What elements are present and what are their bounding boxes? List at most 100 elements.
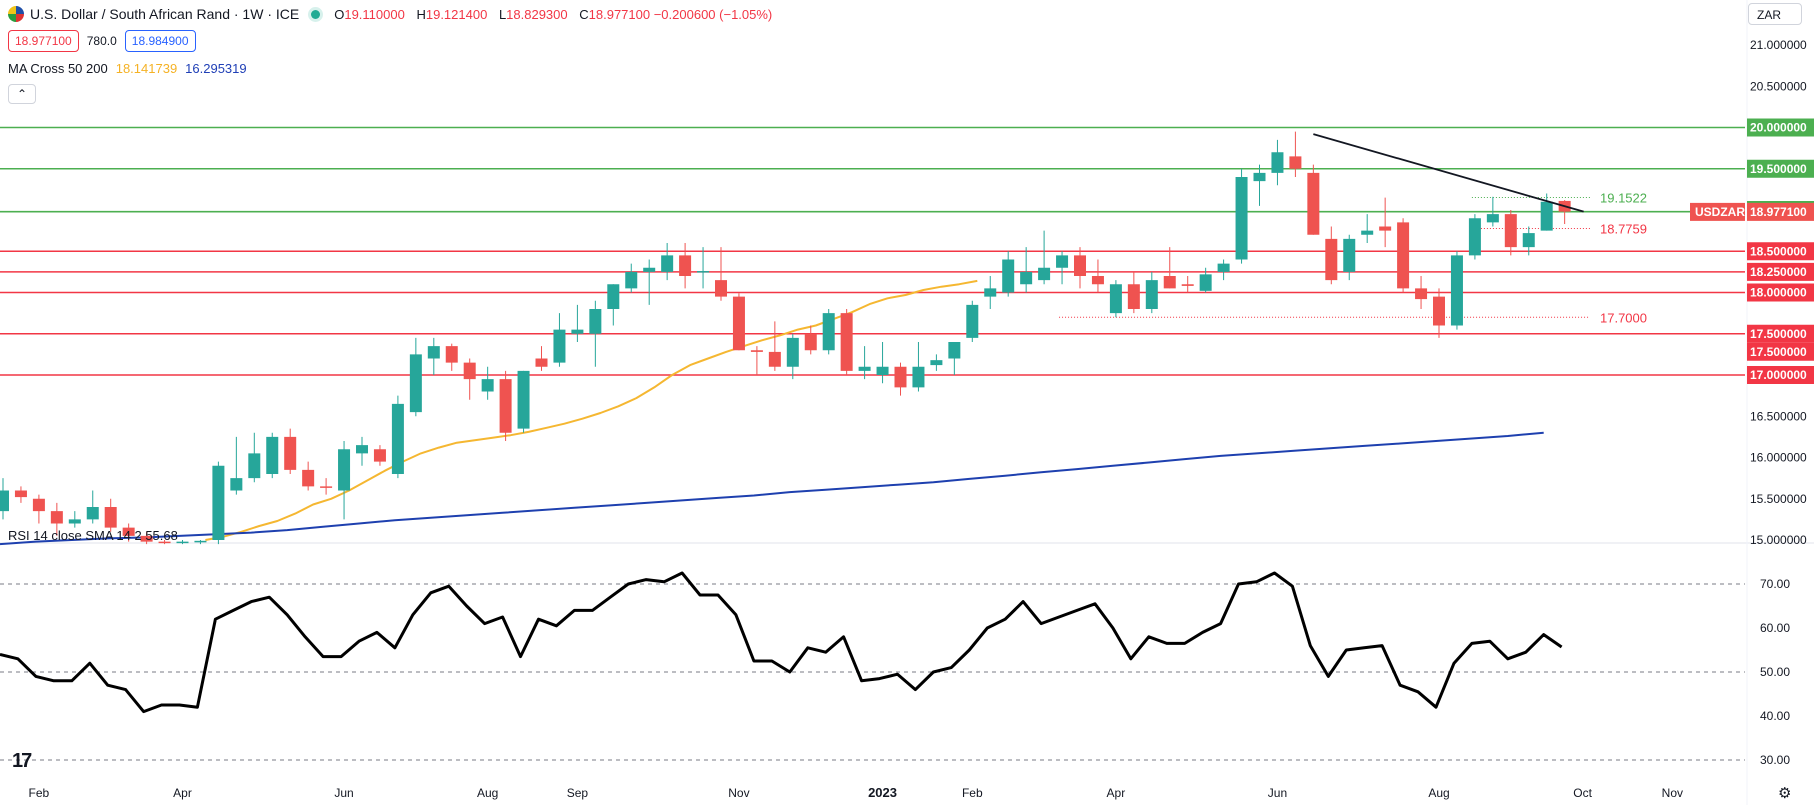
trendline[interactable] — [1313, 133, 1584, 213]
candle[interactable] — [732, 296, 745, 351]
candle[interactable] — [517, 370, 530, 429]
candle[interactable] — [391, 403, 404, 474]
candle[interactable] — [320, 486, 333, 488]
candle[interactable] — [463, 362, 476, 380]
candle[interactable] — [1235, 177, 1248, 260]
candle[interactable] — [1504, 214, 1517, 248]
candle[interactable] — [1199, 274, 1212, 291]
candle[interactable] — [158, 541, 171, 544]
candle[interactable] — [697, 271, 710, 273]
sell-button[interactable]: 18.977100 — [8, 30, 79, 52]
candle[interactable] — [266, 436, 279, 474]
candle[interactable] — [1307, 172, 1320, 235]
candle[interactable] — [212, 465, 225, 540]
ma-legend[interactable]: MA Cross 50 200 18.141739 16.295319 — [8, 61, 247, 76]
candle[interactable] — [822, 313, 835, 351]
tradingview-logo-icon[interactable]: 17 — [12, 750, 32, 772]
candle[interactable] — [1379, 226, 1392, 231]
candle[interactable] — [1002, 259, 1015, 293]
candle[interactable] — [786, 337, 799, 367]
candle[interactable] — [1181, 284, 1194, 286]
candle[interactable] — [1056, 255, 1069, 268]
candle[interactable] — [499, 379, 512, 433]
candle[interactable] — [481, 379, 494, 392]
candle[interactable] — [1127, 284, 1140, 309]
candle[interactable] — [1109, 284, 1122, 314]
candle[interactable] — [1325, 238, 1338, 281]
candle[interactable] — [1486, 214, 1499, 223]
candle[interactable] — [1074, 255, 1086, 276]
candle[interactable] — [302, 469, 315, 487]
candle[interactable] — [248, 453, 261, 479]
candle[interactable] — [1468, 218, 1481, 256]
candle[interactable] — [1253, 172, 1266, 182]
symbol-title[interactable]: U.S. Dollar / South African Rand · 1W · … — [30, 6, 300, 22]
candle[interactable] — [858, 366, 871, 371]
candle[interactable] — [625, 271, 638, 289]
buy-button[interactable]: 18.984900 — [124, 30, 196, 52]
candle[interactable] — [1020, 271, 1033, 285]
candle[interactable] — [607, 284, 620, 309]
candle[interactable] — [230, 478, 243, 491]
candle[interactable] — [750, 350, 763, 352]
candle[interactable] — [1091, 276, 1104, 285]
candle[interactable] — [894, 366, 907, 388]
candle[interactable] — [427, 346, 440, 359]
gear-icon[interactable]: ⚙ — [1778, 785, 1792, 802]
candle[interactable] — [553, 329, 566, 363]
candle[interactable] — [1450, 255, 1463, 326]
candle[interactable] — [1361, 230, 1374, 235]
candle[interactable] — [984, 288, 997, 297]
candle[interactable] — [661, 255, 674, 272]
candle[interactable] — [876, 366, 889, 375]
candle[interactable] — [14, 490, 27, 498]
candle[interactable] — [948, 342, 961, 359]
rsi-legend[interactable]: RSI 14 close SMA 14 2 55.68 — [8, 528, 178, 543]
candle[interactable] — [589, 309, 602, 334]
candle[interactable] — [32, 498, 45, 512]
candle[interactable] — [1271, 152, 1284, 173]
candle[interactable] — [930, 360, 943, 366]
candle[interactable] — [643, 267, 656, 272]
rsi-line[interactable] — [0, 571, 1563, 714]
candle[interactable] — [768, 351, 781, 367]
candle[interactable] — [1540, 201, 1553, 231]
candle[interactable] — [1038, 267, 1051, 281]
candle[interactable] — [176, 541, 189, 544]
candle[interactable] — [840, 313, 853, 371]
collapse-legend-button[interactable]: ⌃ — [8, 84, 36, 104]
candle[interactable] — [0, 490, 9, 512]
candle[interactable] — [140, 535, 153, 542]
candle[interactable] — [86, 507, 99, 520]
candle[interactable] — [68, 519, 81, 524]
candle[interactable] — [715, 280, 727, 297]
candle[interactable] — [284, 436, 297, 470]
candle[interactable] — [571, 329, 584, 334]
candle[interactable] — [535, 358, 548, 367]
candle[interactable] — [104, 507, 117, 528]
candle[interactable] — [1217, 263, 1230, 272]
candle[interactable] — [912, 366, 925, 388]
candle[interactable] — [1397, 222, 1410, 289]
candle[interactable] — [373, 449, 386, 462]
candle[interactable] — [679, 255, 692, 276]
ma200-line[interactable] — [0, 431, 1544, 546]
candle[interactable] — [122, 527, 135, 536]
candle[interactable] — [50, 511, 63, 524]
candle[interactable] — [1433, 296, 1445, 326]
candle[interactable] — [1343, 238, 1356, 272]
candle[interactable] — [1289, 156, 1302, 169]
candle[interactable] — [338, 449, 351, 491]
candle[interactable] — [1145, 280, 1158, 309]
candle[interactable] — [194, 540, 207, 543]
candle[interactable] — [1522, 233, 1535, 248]
candle[interactable] — [804, 333, 817, 351]
currency-select[interactable]: ZAR — [1748, 3, 1802, 25]
candle[interactable] — [1415, 288, 1428, 300]
candle[interactable] — [445, 346, 458, 363]
candle[interactable] — [409, 354, 422, 413]
candle[interactable] — [966, 304, 979, 338]
candle[interactable] — [1163, 276, 1176, 289]
market-status-icon[interactable] — [311, 9, 321, 19]
